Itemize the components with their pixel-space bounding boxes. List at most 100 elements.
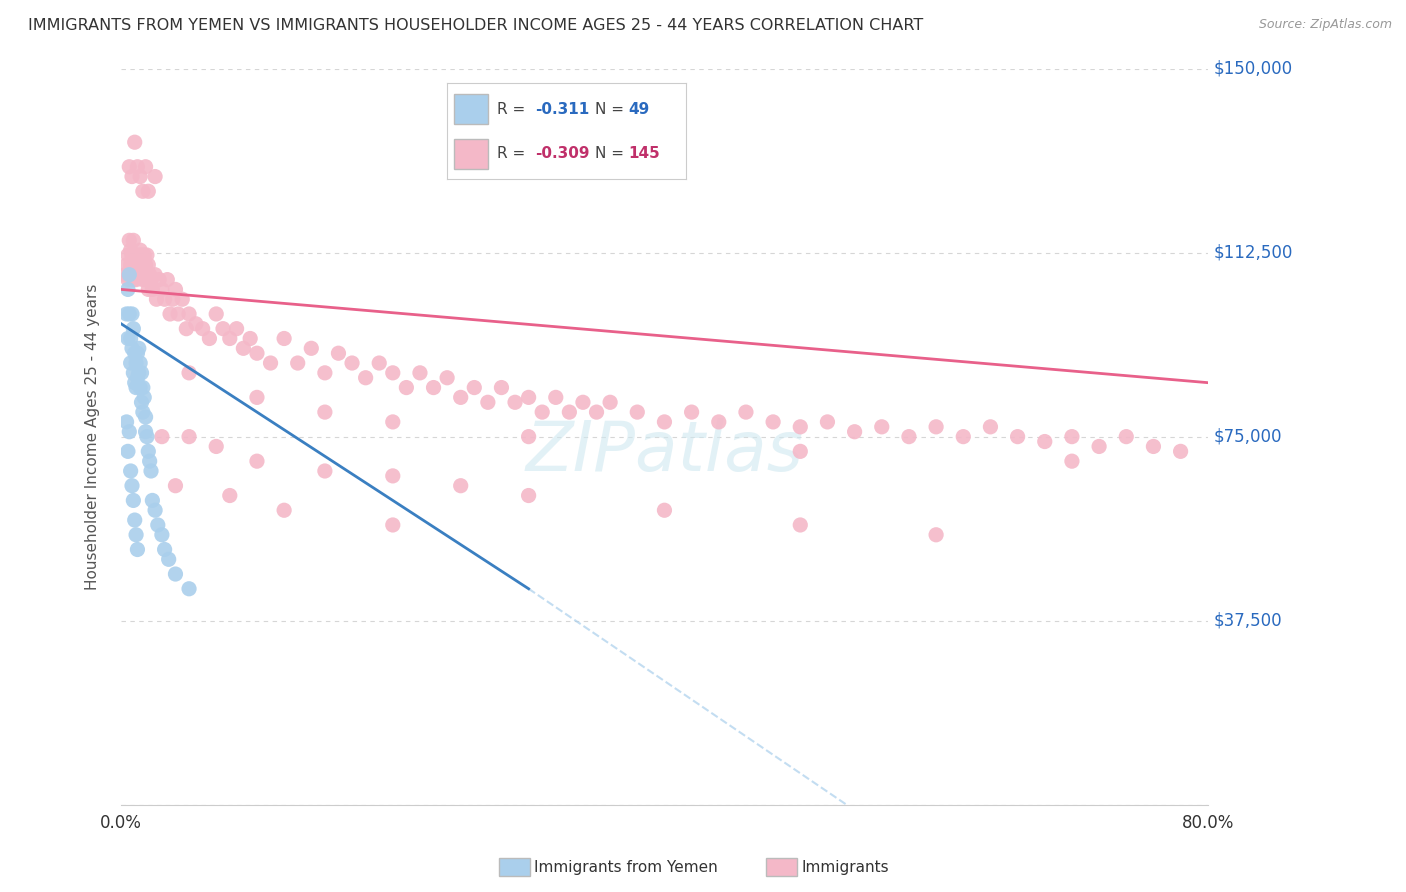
Point (136, 430, 159, 444)
Point (125, 528, 148, 542)
Point (118, 268, 141, 282)
Point (762, 415, 785, 429)
Point (125, 258, 148, 272)
Point (156, 272, 179, 286)
Point (246, 454, 269, 468)
Point (177, 366, 200, 380)
Point (205, 307, 228, 321)
Point (381, 518, 404, 533)
Point (1007, 430, 1029, 444)
Point (212, 321, 235, 335)
Point (239, 331, 262, 345)
Point (124, 135, 146, 149)
Point (120, 243, 142, 257)
Text: ZIPatlas: ZIPatlas (526, 417, 803, 485)
Point (145, 292, 167, 306)
Point (114, 268, 136, 282)
Point (117, 248, 139, 262)
Point (150, 528, 173, 542)
Point (128, 268, 150, 282)
Point (463, 380, 485, 394)
Point (127, 160, 149, 174)
Point (122, 233, 145, 247)
Point (115, 307, 138, 321)
Point (117, 444, 139, 458)
Point (128, 366, 150, 380)
Point (599, 395, 621, 409)
Point (122, 272, 145, 286)
Point (148, 272, 170, 286)
Point (1115, 430, 1137, 444)
Point (122, 321, 145, 335)
Point (517, 489, 540, 503)
Point (544, 390, 567, 404)
Point (115, 258, 138, 272)
Point (558, 405, 581, 419)
Point (132, 184, 155, 198)
Point (259, 356, 281, 370)
Point (129, 169, 152, 184)
Point (120, 356, 142, 370)
Point (124, 513, 146, 527)
Point (184, 317, 207, 331)
Point (131, 395, 153, 409)
Text: IMMIGRANTS FROM YEMEN VS IMMIGRANTS HOUSEHOLDER INCOME AGES 25 - 44 YEARS CORREL: IMMIGRANTS FROM YEMEN VS IMMIGRANTS HOUS… (28, 18, 924, 33)
Point (121, 268, 143, 282)
Point (121, 341, 143, 355)
Point (131, 248, 153, 262)
Point (115, 415, 138, 429)
Point (162, 292, 184, 306)
Point (127, 258, 149, 272)
Point (129, 380, 152, 394)
Point (503, 395, 526, 409)
Point (136, 184, 159, 198)
Point (136, 268, 159, 282)
Point (395, 380, 418, 394)
Y-axis label: Householder Income Ages 25 - 44 years: Householder Income Ages 25 - 44 years (86, 284, 100, 590)
Point (817, 415, 839, 429)
Point (789, 444, 811, 458)
Point (381, 415, 404, 429)
Point (129, 258, 152, 272)
Point (477, 395, 499, 409)
Point (128, 248, 150, 262)
Point (789, 420, 811, 434)
Point (176, 321, 198, 335)
Point (159, 307, 181, 321)
Point (132, 405, 155, 419)
Point (124, 376, 146, 390)
Point (117, 331, 139, 345)
Point (132, 272, 155, 286)
Point (135, 160, 157, 174)
Point (135, 410, 157, 425)
Point (225, 321, 247, 335)
Point (654, 415, 676, 429)
Point (131, 366, 153, 380)
Point (141, 282, 163, 296)
Point (136, 248, 159, 262)
Point (436, 370, 458, 384)
Point (122, 366, 145, 380)
Point (121, 307, 143, 321)
Point (626, 405, 648, 419)
Point (134, 390, 156, 404)
Point (273, 331, 295, 345)
Point (1060, 430, 1083, 444)
Point (127, 268, 149, 282)
Point (450, 390, 472, 404)
Point (340, 356, 363, 370)
Point (368, 356, 391, 370)
Point (121, 169, 143, 184)
Point (124, 248, 146, 262)
Point (129, 243, 152, 257)
Point (125, 356, 148, 370)
Point (517, 390, 540, 404)
Text: $112,500: $112,500 (1213, 244, 1292, 261)
Point (135, 425, 157, 439)
Text: Source: ZipAtlas.com: Source: ZipAtlas.com (1258, 18, 1392, 31)
Point (124, 346, 146, 360)
Text: $75,000: $75,000 (1213, 427, 1282, 446)
Point (121, 248, 143, 262)
Point (153, 292, 176, 306)
Point (205, 440, 228, 454)
